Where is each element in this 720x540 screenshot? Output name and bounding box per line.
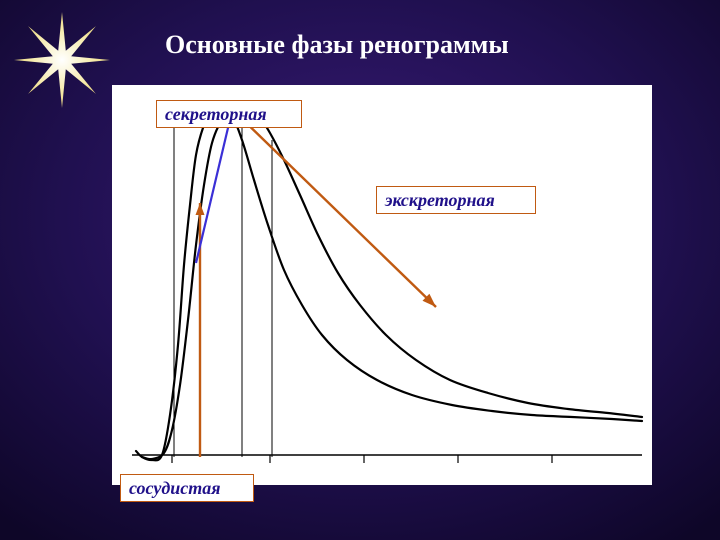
label-excretory: экскреторная [376, 186, 536, 214]
starburst-icon [10, 8, 114, 112]
slide-title: Основные фазы ренограммы [165, 30, 509, 60]
renogram-chart [112, 85, 652, 485]
label-secretory: секреторная [156, 100, 302, 128]
label-vascular: сосудистая [120, 474, 254, 502]
slide-root: Основные фазы ренограммы секреторная экс… [0, 0, 720, 540]
chart-panel [112, 85, 652, 485]
